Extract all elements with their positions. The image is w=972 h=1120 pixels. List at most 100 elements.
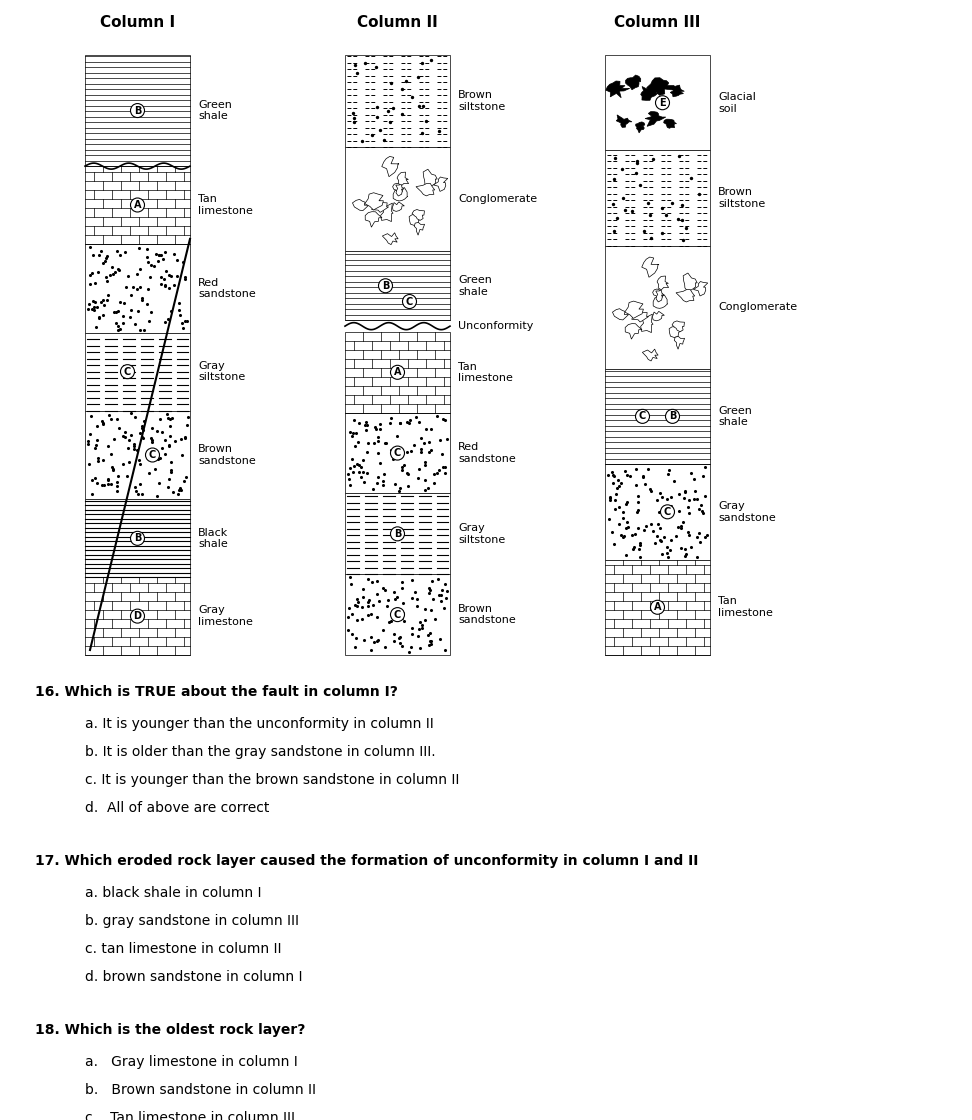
- Point: [697, 486, 712, 504]
- Point: [175, 319, 191, 337]
- Point: [680, 504, 696, 522]
- Point: [375, 579, 391, 597]
- Point: [395, 608, 410, 626]
- Point: [619, 493, 635, 511]
- Point: [87, 469, 103, 487]
- Point: [607, 170, 622, 188]
- Text: C: C: [406, 297, 413, 307]
- Point: [652, 519, 668, 536]
- Point: [341, 599, 357, 617]
- Point: [422, 579, 437, 597]
- Point: [637, 521, 652, 539]
- Point: [432, 629, 447, 647]
- Point: [680, 523, 696, 541]
- Point: [642, 515, 658, 533]
- Text: B: B: [134, 533, 141, 543]
- Point: [347, 113, 363, 131]
- Circle shape: [391, 446, 404, 460]
- Text: Column III: Column III: [614, 15, 701, 30]
- Point: [166, 245, 182, 263]
- Point: [116, 307, 131, 325]
- Point: [171, 301, 187, 319]
- Point: [423, 420, 438, 438]
- Point: [437, 411, 453, 429]
- Point: [673, 540, 688, 558]
- Polygon shape: [683, 273, 697, 291]
- Text: Column I: Column I: [100, 15, 175, 30]
- Bar: [605, 464, 710, 560]
- Circle shape: [130, 609, 145, 623]
- Point: [624, 526, 640, 544]
- Point: [105, 461, 121, 479]
- Text: a.   Gray limestone in column I: a. Gray limestone in column I: [85, 1055, 297, 1068]
- Point: [622, 467, 638, 485]
- Text: a. It is younger than the unconformity in column II: a. It is younger than the unconformity i…: [85, 717, 434, 731]
- Point: [110, 410, 125, 428]
- Bar: [85, 55, 190, 166]
- Point: [368, 474, 384, 492]
- Point: [600, 466, 615, 484]
- Point: [95, 290, 111, 308]
- Bar: [85, 411, 190, 500]
- Point: [83, 239, 98, 256]
- Point: [619, 467, 635, 485]
- Point: [671, 517, 686, 535]
- Bar: [605, 246, 710, 368]
- Point: [362, 591, 377, 609]
- Point: [366, 433, 382, 451]
- Point: [400, 466, 416, 484]
- Point: [369, 608, 385, 626]
- Point: [93, 293, 109, 311]
- Point: [358, 416, 373, 433]
- Point: [354, 132, 369, 150]
- Point: [430, 570, 445, 588]
- Point: [149, 244, 164, 262]
- Point: [364, 127, 379, 144]
- Point: [122, 426, 138, 444]
- Point: [349, 64, 364, 82]
- Point: [110, 467, 125, 485]
- Circle shape: [650, 600, 665, 614]
- Point: [109, 482, 124, 500]
- Point: [436, 599, 452, 617]
- Polygon shape: [672, 321, 684, 332]
- Point: [163, 454, 179, 472]
- Point: [93, 412, 109, 430]
- Polygon shape: [414, 223, 425, 235]
- Point: [654, 544, 670, 562]
- Polygon shape: [423, 169, 437, 188]
- Polygon shape: [642, 258, 659, 278]
- Point: [377, 638, 393, 656]
- Point: [619, 513, 635, 531]
- Point: [83, 424, 98, 442]
- Circle shape: [391, 608, 404, 622]
- Point: [437, 589, 453, 607]
- Point: [101, 437, 117, 455]
- Point: [87, 292, 102, 310]
- Point: [151, 245, 166, 263]
- Text: Gray
siltstone: Gray siltstone: [198, 361, 245, 382]
- Point: [349, 455, 364, 473]
- Point: [611, 477, 627, 495]
- Point: [417, 452, 433, 470]
- Point: [160, 409, 176, 427]
- Bar: [345, 332, 450, 412]
- Point: [347, 56, 363, 74]
- Point: [162, 460, 178, 478]
- Point: [375, 622, 391, 640]
- Point: [673, 516, 688, 534]
- Polygon shape: [616, 115, 632, 128]
- Polygon shape: [671, 85, 684, 96]
- Point: [391, 482, 406, 500]
- Text: Green
shale: Green shale: [718, 405, 752, 427]
- Point: [84, 472, 99, 489]
- Point: [675, 196, 690, 214]
- Point: [82, 295, 97, 312]
- Point: [90, 263, 106, 281]
- Point: [122, 287, 138, 305]
- Point: [157, 431, 173, 449]
- Point: [663, 531, 678, 549]
- Point: [664, 488, 679, 506]
- Point: [161, 265, 177, 283]
- Polygon shape: [641, 86, 658, 101]
